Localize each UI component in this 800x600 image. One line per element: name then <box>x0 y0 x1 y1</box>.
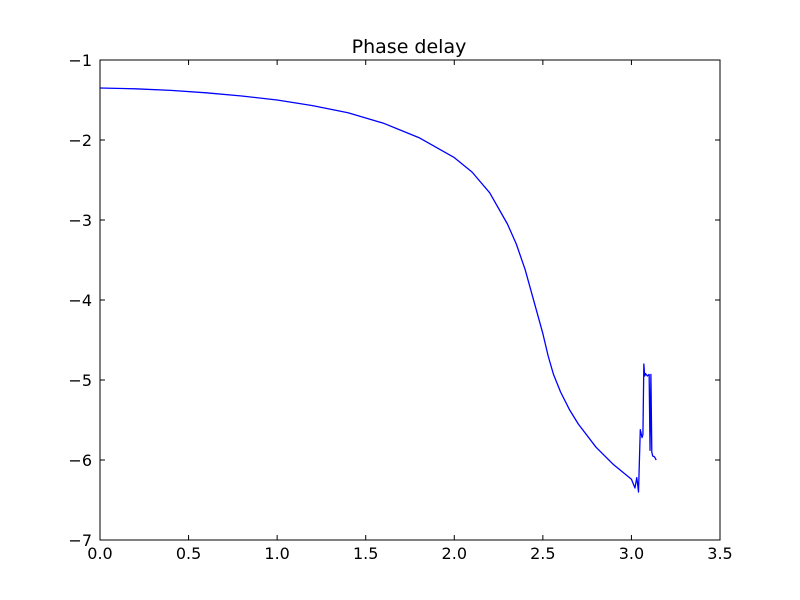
x-tick-label: 2.5 <box>530 544 555 563</box>
x-tick-label: 1.5 <box>353 544 378 563</box>
y-tick-label: −5 <box>68 371 92 390</box>
x-tick-label: 1.0 <box>264 544 289 563</box>
ticks-layer: 0.0 0.5 1.0 1.5 2.0 2.5 3.0 3.5 −7 −6 −5 −4 −3 −2 −1 <box>68 51 732 563</box>
y-tick-label: −2 <box>68 131 92 150</box>
plot-frame <box>99 59 721 541</box>
chart-title: Phase delay <box>352 36 467 58</box>
y-tick-label: −3 <box>68 211 92 230</box>
x-tick-label: 2.0 <box>442 544 467 563</box>
x-tick-label: 3.0 <box>619 544 644 563</box>
y-tick-label: −1 <box>68 51 92 70</box>
y-tick-label: −7 <box>68 531 92 550</box>
y-tick-label: −6 <box>68 451 92 470</box>
x-tick-label: 3.5 <box>707 544 732 563</box>
x-tick-label: 0.5 <box>176 544 201 563</box>
x-tick-label: 0.0 <box>87 544 112 563</box>
series-layer <box>99 87 657 493</box>
y-tick-label: −4 <box>68 291 92 310</box>
series-line-0 <box>99 87 657 493</box>
